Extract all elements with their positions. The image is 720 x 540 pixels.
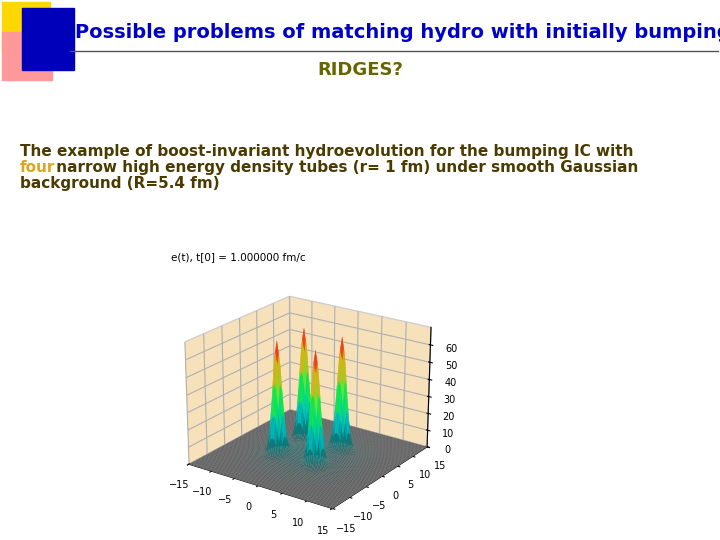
- Text: background (R=5.4 fm): background (R=5.4 fm): [20, 176, 220, 191]
- Text: four: four: [20, 160, 55, 175]
- Text: RIDGES?: RIDGES?: [317, 61, 403, 79]
- Bar: [22, 8, 74, 70]
- Bar: [2, 32, 52, 80]
- Text: The example of boost-invariant hydroevolution for the bumping IC with: The example of boost-invariant hydroevol…: [20, 144, 634, 159]
- Text: Possible problems of matching hydro with initially bumping IC: Possible problems of matching hydro with…: [75, 23, 720, 42]
- Text: narrow high energy density tubes (r= 1 fm) under smooth Gaussian: narrow high energy density tubes (r= 1 f…: [51, 160, 639, 175]
- Text: e(t), t[0] = 1.000000 fm/c: e(t), t[0] = 1.000000 fm/c: [171, 252, 305, 262]
- Bar: [2, 2, 50, 50]
